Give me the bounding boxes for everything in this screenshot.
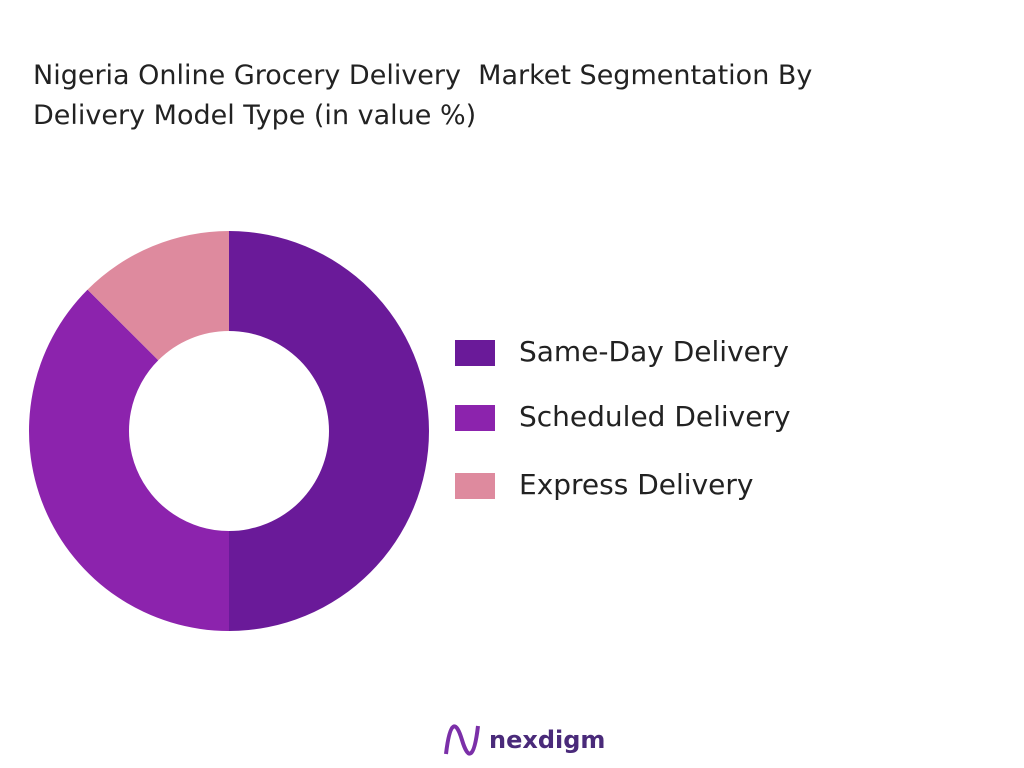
logo-text: nexdigm — [489, 726, 605, 754]
logo: nexdigm — [444, 724, 605, 756]
legend-swatch — [455, 405, 495, 431]
legend-swatch — [455, 340, 495, 366]
donut-segment — [28, 289, 229, 631]
legend-label: Express Delivery — [519, 468, 753, 501]
donut-segment — [87, 231, 229, 361]
donut-segment — [229, 231, 429, 631]
legend-swatch — [455, 473, 495, 499]
logo-icon — [444, 724, 480, 756]
legend-label: Same-Day Delivery — [519, 335, 789, 368]
legend-label: Scheduled Delivery — [519, 400, 791, 433]
chart-title: Nigeria Online Grocery Delivery Market S… — [33, 60, 821, 131]
